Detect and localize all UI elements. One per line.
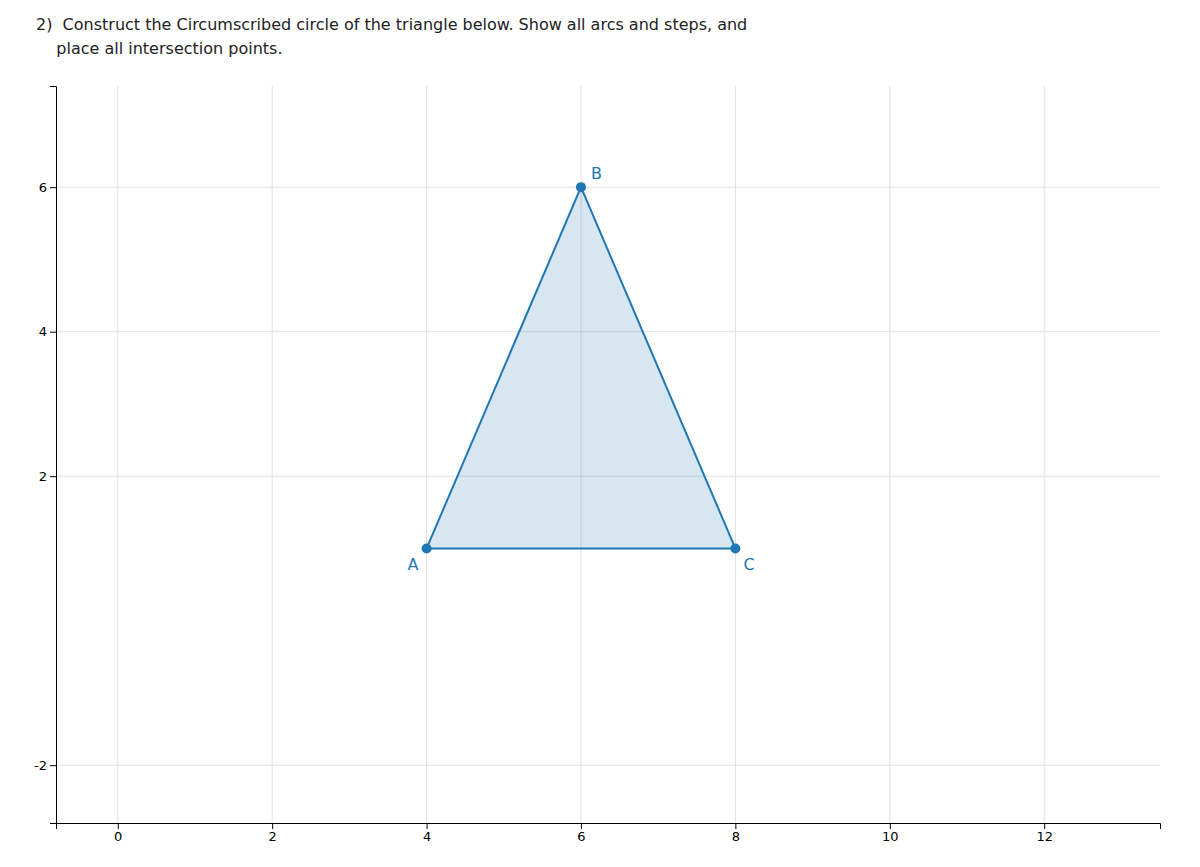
- tick-mark: [50, 476, 56, 477]
- vertex-labels: A B C: [408, 164, 755, 574]
- vertex-label: A: [408, 555, 419, 574]
- axis-line: [57, 824, 1161, 830]
- grid-line-x: [272, 86, 273, 823]
- tick-label: 10: [882, 829, 899, 844]
- tick-mark: [581, 823, 582, 829]
- grid-line-x: [1044, 86, 1045, 823]
- tick: 6: [577, 823, 585, 844]
- x-axis: 0 2 4 6 8 10 12: [57, 823, 1161, 844]
- tick-label: 8: [732, 829, 740, 844]
- grid-line-x: [735, 86, 736, 823]
- vertex: [422, 543, 432, 553]
- tick-mark: [118, 823, 119, 829]
- tick-label: -2: [34, 758, 47, 773]
- tick: 4: [423, 823, 431, 844]
- grid-line-x: [117, 86, 118, 823]
- tick: 2: [39, 469, 56, 484]
- tick: 4: [39, 324, 56, 339]
- tick-mark: [50, 332, 56, 333]
- tick-label: 0: [114, 829, 122, 844]
- tick-label: 4: [39, 324, 47, 339]
- vertex-label: B: [591, 164, 602, 183]
- title: 2) Construct the Circumscribed circle of…: [36, 15, 747, 34]
- vertex-label: C: [743, 555, 754, 574]
- tick-mark: [735, 823, 736, 829]
- vertex: [730, 543, 740, 553]
- tick: 6: [39, 180, 56, 195]
- vertex: [576, 182, 586, 192]
- tick: 8: [732, 823, 740, 844]
- plot-area: 0 2 4 6 8 10 12 -2 2 4 6 A B C: [34, 86, 1160, 844]
- tick-label: 4: [423, 829, 431, 844]
- tick-label: 2: [269, 829, 277, 844]
- grid-line-x: [426, 86, 427, 823]
- y-axis: -2 2 4 6: [34, 87, 56, 824]
- tick: 0: [114, 823, 122, 844]
- tick: 10: [882, 823, 899, 844]
- grid-line-y: [56, 187, 1160, 188]
- tick-label: 12: [1036, 829, 1053, 844]
- tick: 12: [1036, 823, 1053, 844]
- triangle: [427, 187, 736, 548]
- tick-mark: [427, 823, 428, 829]
- subtitle: place all intersection points.: [36, 39, 282, 58]
- tick-label: 6: [577, 829, 585, 844]
- tick-mark: [1044, 823, 1045, 829]
- tick: 2: [269, 823, 277, 844]
- marks: [422, 182, 741, 553]
- tick-mark: [50, 765, 56, 766]
- tick-label: 6: [39, 180, 47, 195]
- tick-mark: [272, 823, 273, 829]
- tick-mark: [50, 187, 56, 188]
- grid-line-y: [56, 765, 1160, 766]
- tick-mark: [890, 823, 891, 829]
- grid: [56, 86, 1160, 823]
- grid-line-x: [889, 86, 890, 823]
- axis-line: [50, 87, 57, 824]
- tick-label: 2: [39, 469, 47, 484]
- tick: -2: [34, 758, 56, 773]
- chart-root: 2) Construct the Circumscribed circle of…: [0, 0, 1200, 867]
